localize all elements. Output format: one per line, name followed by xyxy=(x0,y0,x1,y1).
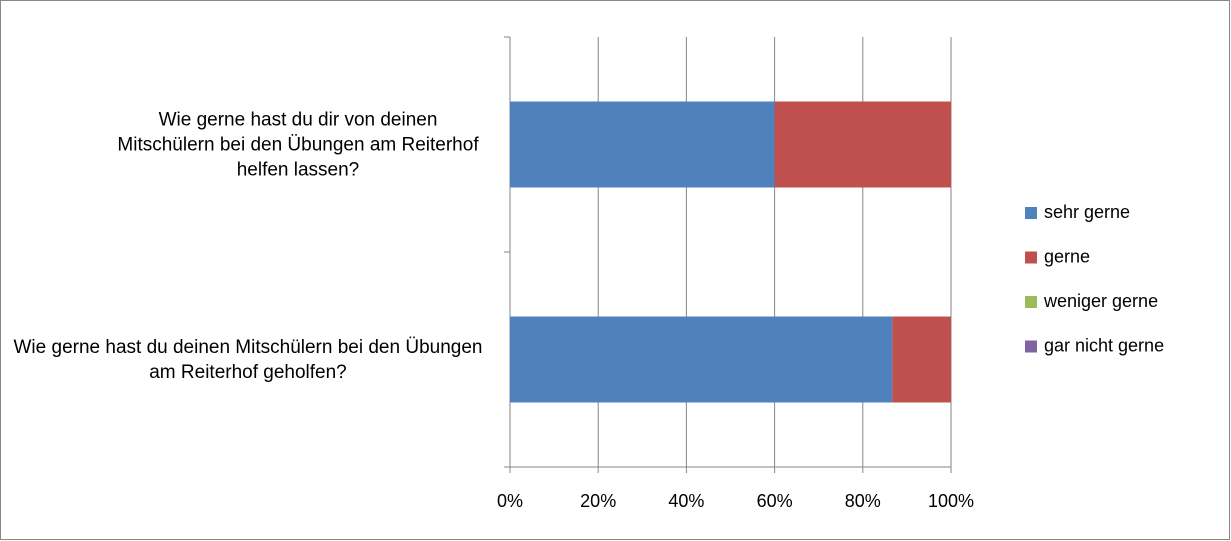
category-label: Wie gerne hast du dir von deinen Mitschü… xyxy=(117,109,479,180)
x-tick-label: 80% xyxy=(845,491,881,511)
bar-segment xyxy=(892,316,951,403)
x-tick-label: 100% xyxy=(928,491,974,511)
x-tick-label: 20% xyxy=(580,491,616,511)
bar-segment xyxy=(774,101,951,188)
legend-swatch xyxy=(1025,296,1037,308)
legend-swatch xyxy=(1025,340,1037,353)
legend-swatch xyxy=(1025,251,1037,264)
category-label: Wie gerne hast du deinen Mitschülern bei… xyxy=(13,336,483,383)
x-tick-label: 40% xyxy=(668,491,704,511)
legend-label: gerne xyxy=(1044,246,1090,266)
x-tick-label: 60% xyxy=(757,491,793,511)
bar-segment xyxy=(510,101,775,188)
legend-label: weniger gerne xyxy=(1043,291,1158,311)
legend-label: sehr gerne xyxy=(1044,202,1130,222)
legend-label: gar nicht gerne xyxy=(1044,335,1164,355)
x-tick-label: 0% xyxy=(497,491,523,511)
legend-swatch xyxy=(1025,207,1037,219)
bar-segment xyxy=(510,316,893,403)
